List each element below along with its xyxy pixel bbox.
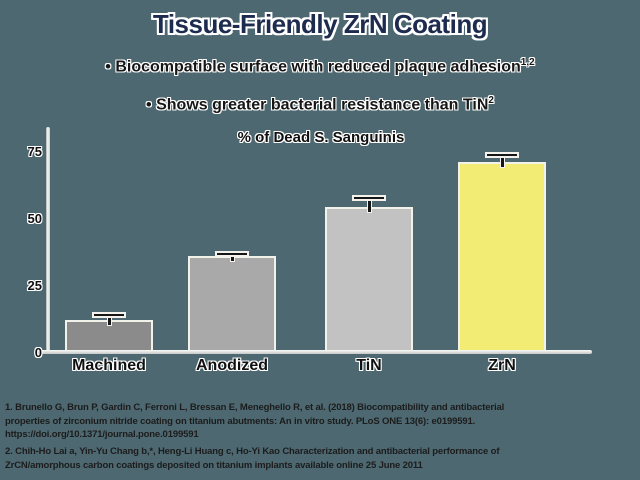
footnote-line: 2. Chih-Ho Lai a, Yin-Yu Chang b,*, Heng…: [5, 446, 500, 457]
category-label-machined: Machined: [72, 357, 146, 374]
error-bar-stem: [500, 153, 504, 167]
footnote-line: https://doi.org/10.1371/journal.pone.019…: [5, 429, 199, 440]
bullet-item-2: • Shows greater bacterial resistance tha…: [0, 95, 640, 114]
category-label-zrn: ZrN: [488, 357, 516, 374]
chart-title: % of Dead S. Sanguinis: [237, 129, 405, 146]
error-bar-cap: [354, 196, 384, 199]
footnote-line: ZrCN/amorphous carbon coatings deposited…: [5, 459, 423, 471]
bullet-marker: •: [146, 96, 152, 114]
page-title: Tissue-Friendly ZrN Coating: [152, 9, 488, 39]
error-bar-stem: [107, 314, 111, 325]
footnote-line: properties of zirconium nitride coating …: [5, 415, 476, 427]
bullet-marker: •: [105, 58, 111, 76]
footnote-line: 1. Brunello G, Brun P, Gardin C, Ferroni…: [5, 402, 505, 413]
bullet-citation-superscript: 2: [488, 95, 494, 106]
x-axis-line: [40, 350, 592, 354]
bar-zrn: [458, 161, 546, 352]
bar-anodized: [188, 255, 276, 352]
bullet-citation-superscript: 1,2: [520, 57, 535, 68]
bullet-text: Biocompatible surface with reduced plaqu…: [115, 58, 521, 76]
error-bar-stem: [230, 252, 234, 261]
footnote-reference-2: 2. Chih-Ho Lai a, Yin-Yu Chang b,*, Heng…: [5, 445, 640, 472]
bar-machined: [65, 319, 153, 352]
error-bar-stem: [367, 196, 371, 213]
y-axis-tick-label: 50: [27, 211, 42, 226]
bar-tin: [325, 207, 413, 352]
bullet-text: Shows greater bacterial resistance than …: [156, 96, 489, 114]
category-label-anodized: Anodized: [196, 357, 268, 374]
y-axis-tick-label: 25: [27, 278, 42, 293]
error-bar-cap: [217, 252, 247, 255]
error-bar-cap: [94, 314, 124, 317]
y-axis-tick-label: 0: [34, 345, 42, 360]
y-axis-line: [46, 127, 50, 354]
footnote-reference-1: 1. Brunello G, Brun P, Gardin C, Ferroni…: [5, 401, 640, 442]
error-bar-cap: [487, 153, 517, 156]
bullet-item-1: • Biocompatible surface with reduced pla…: [0, 57, 640, 76]
y-axis-tick-label: 75: [27, 144, 42, 159]
category-label-tin: TiN: [356, 357, 382, 374]
